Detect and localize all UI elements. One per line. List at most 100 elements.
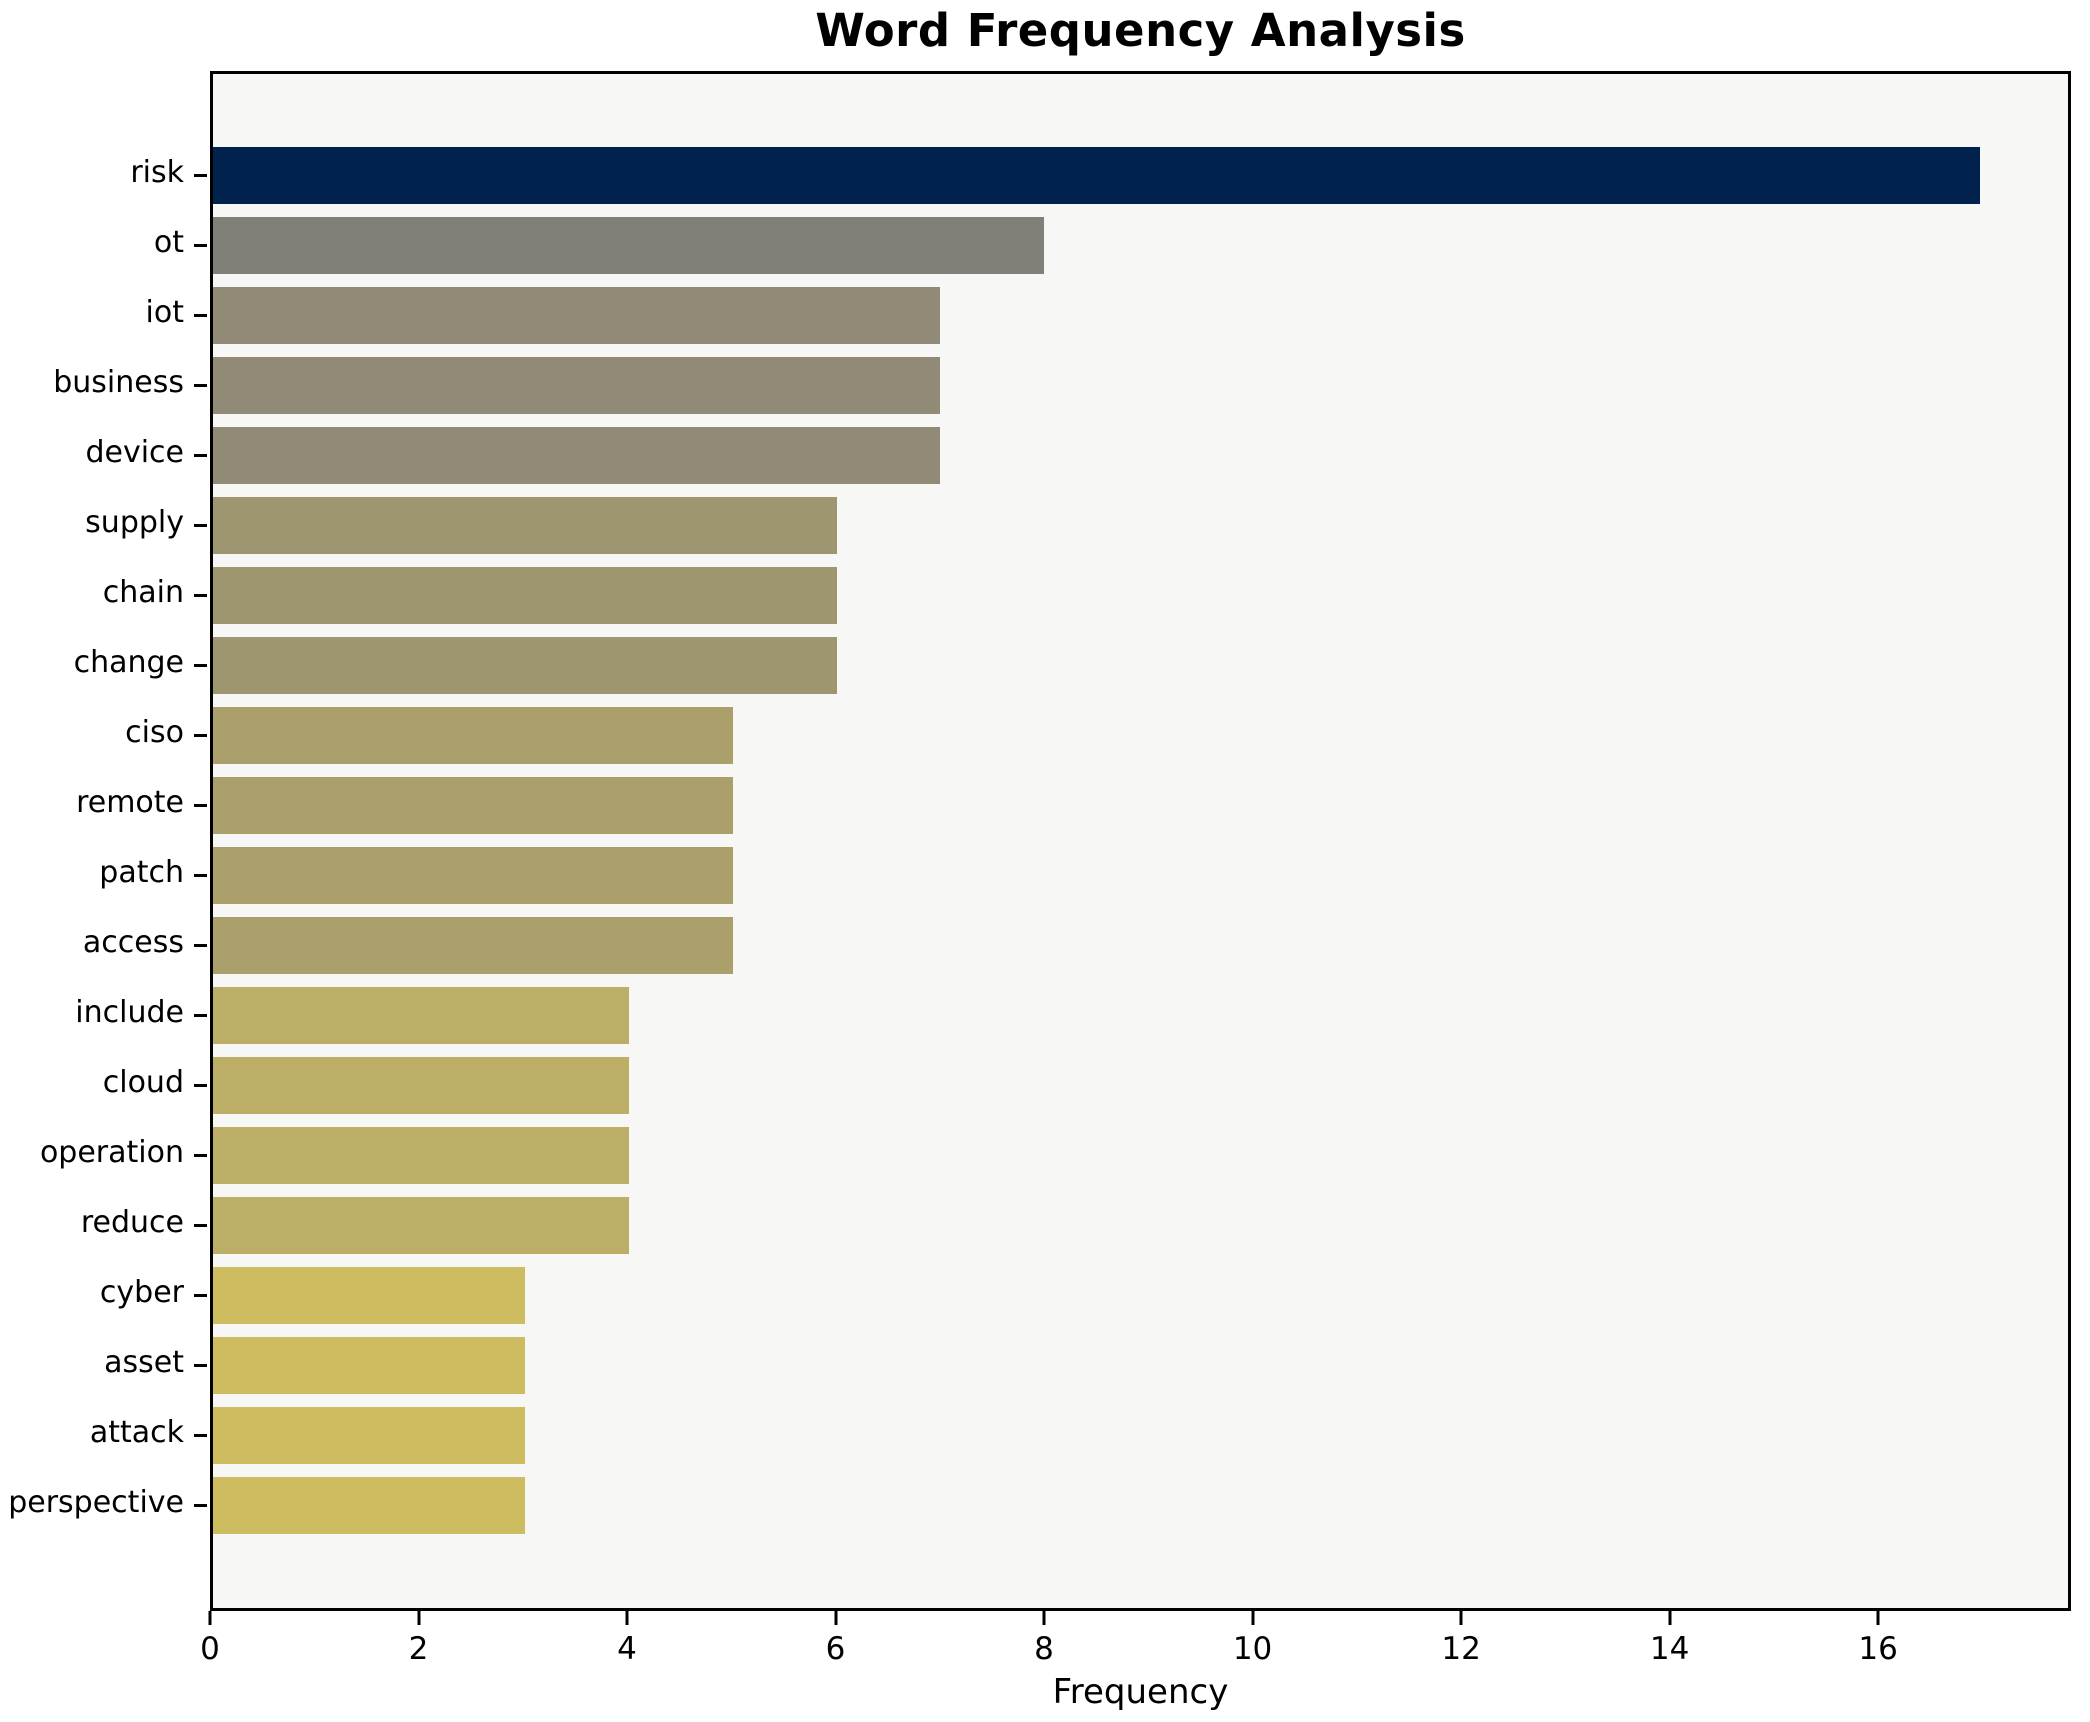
bar-change [213,637,837,694]
x-tick-mark [1876,1611,1880,1625]
y-axis-label-iot: iot [145,295,184,330]
y-tick-mark [194,524,207,527]
bar-operation [213,1127,629,1184]
bar-row [194,1261,2068,1331]
y-tick-mark [194,1434,207,1437]
bar-ot [213,217,1045,274]
bar-patch [213,847,733,904]
bar-row [194,211,2068,281]
y-axis-labels: risk ot iot business device supply chain change… [0,71,184,1611]
y-axis-label-risk: risk [130,155,184,190]
y-tick-mark [194,594,207,597]
x-tick-mark [1668,1611,1672,1625]
y-axis-label-ot: ot [153,225,184,260]
bar-risk [213,147,1980,204]
bar-row [194,981,2068,1051]
bar-perspective [213,1477,525,1534]
bar-reduce [213,1197,629,1254]
x-tick-label-8: 8 [1034,1631,1054,1667]
y-axis-label-cloud: cloud [102,1065,184,1100]
x-tick-mark [1459,1611,1463,1625]
x-axis-label: Frequency [1052,1672,1229,1712]
x-tick-label-2: 2 [408,1631,429,1667]
x-tick-label-12: 12 [1441,1631,1481,1667]
x-tick-label-10: 10 [1232,1631,1273,1667]
bar-row [194,421,2068,491]
bar-row [194,1191,2068,1261]
y-tick-mark [194,454,207,457]
bar-row [194,701,2068,771]
y-tick-mark [194,1294,207,1297]
bar-row [194,141,2068,211]
y-axis-label-include: include [75,995,184,1030]
bar-chain [213,567,837,624]
y-tick-mark [194,1364,207,1367]
y-tick-mark [194,1504,207,1507]
bar-row [194,1471,2068,1541]
x-tick-mark [1042,1611,1046,1625]
y-tick-mark [194,1224,207,1227]
bar-row [194,631,2068,701]
bar-row [194,351,2068,421]
y-tick-mark [194,1014,207,1017]
y-axis-label-chain: chain [102,575,184,610]
bar-cloud [213,1057,629,1114]
bar-row [194,281,2068,351]
bar-supply [213,497,837,554]
chart-title: Word Frequency Analysis [815,4,1466,57]
y-axis-label-device: device [85,435,184,470]
x-tick-mark [834,1611,838,1625]
bar-access [213,917,733,974]
bar-attack [213,1407,525,1464]
y-axis-label-reduce: reduce [80,1205,184,1240]
bar-business [213,357,941,414]
x-tick-mark [417,1611,420,1625]
bar-remote [213,777,733,834]
y-tick-mark [194,874,207,877]
bar-asset [213,1337,525,1394]
plot-area [194,71,2071,1611]
y-axis-label-business: business [53,365,184,400]
y-tick-mark [194,804,207,807]
x-tick-mark [625,1611,629,1625]
y-tick-mark [194,664,207,667]
y-tick-mark [194,244,207,247]
x-tick-label-16: 16 [1858,1631,1898,1667]
x-axis: 0 2 4 6 8 10 12 14 16 [200,1611,2071,1711]
bar-row [194,841,2068,911]
bar-device [213,427,941,484]
x-tick-label-6: 6 [825,1631,846,1667]
bar-cyber [213,1267,525,1324]
y-axis-label-access: access [82,925,184,960]
y-tick-mark [194,174,207,177]
x-tick-label-0: 0 [200,1631,220,1667]
bar-row [194,561,2068,631]
y-tick-mark [194,1084,207,1087]
bar-row [194,911,2068,981]
y-axis-label-asset: asset [104,1345,184,1380]
y-axis-label-operation: operation [39,1135,184,1170]
bar-row [194,1121,2068,1191]
x-tick-mark [1251,1611,1255,1625]
x-tick-label-14: 14 [1649,1631,1690,1667]
y-tick-mark [194,314,207,317]
bar-iot [213,287,941,344]
bar-row [194,491,2068,561]
bar-row [194,1401,2068,1471]
y-axis-label-supply: supply [85,505,184,540]
y-axis-label-patch: patch [99,855,184,890]
y-tick-mark [194,1154,207,1157]
x-tick-mark [208,1611,212,1625]
bar-row [194,771,2068,841]
y-axis-label-attack: attack [89,1415,184,1450]
y-axis-label-change: change [73,645,184,680]
bar-include [213,987,629,1044]
y-tick-mark [194,734,207,737]
bar-row [194,1051,2068,1121]
bar-row [194,1331,2068,1401]
y-tick-mark [194,384,207,387]
y-tick-mark [194,944,207,947]
y-axis-label-remote: remote [76,785,184,820]
y-axis-label-ciso: ciso [125,715,184,750]
